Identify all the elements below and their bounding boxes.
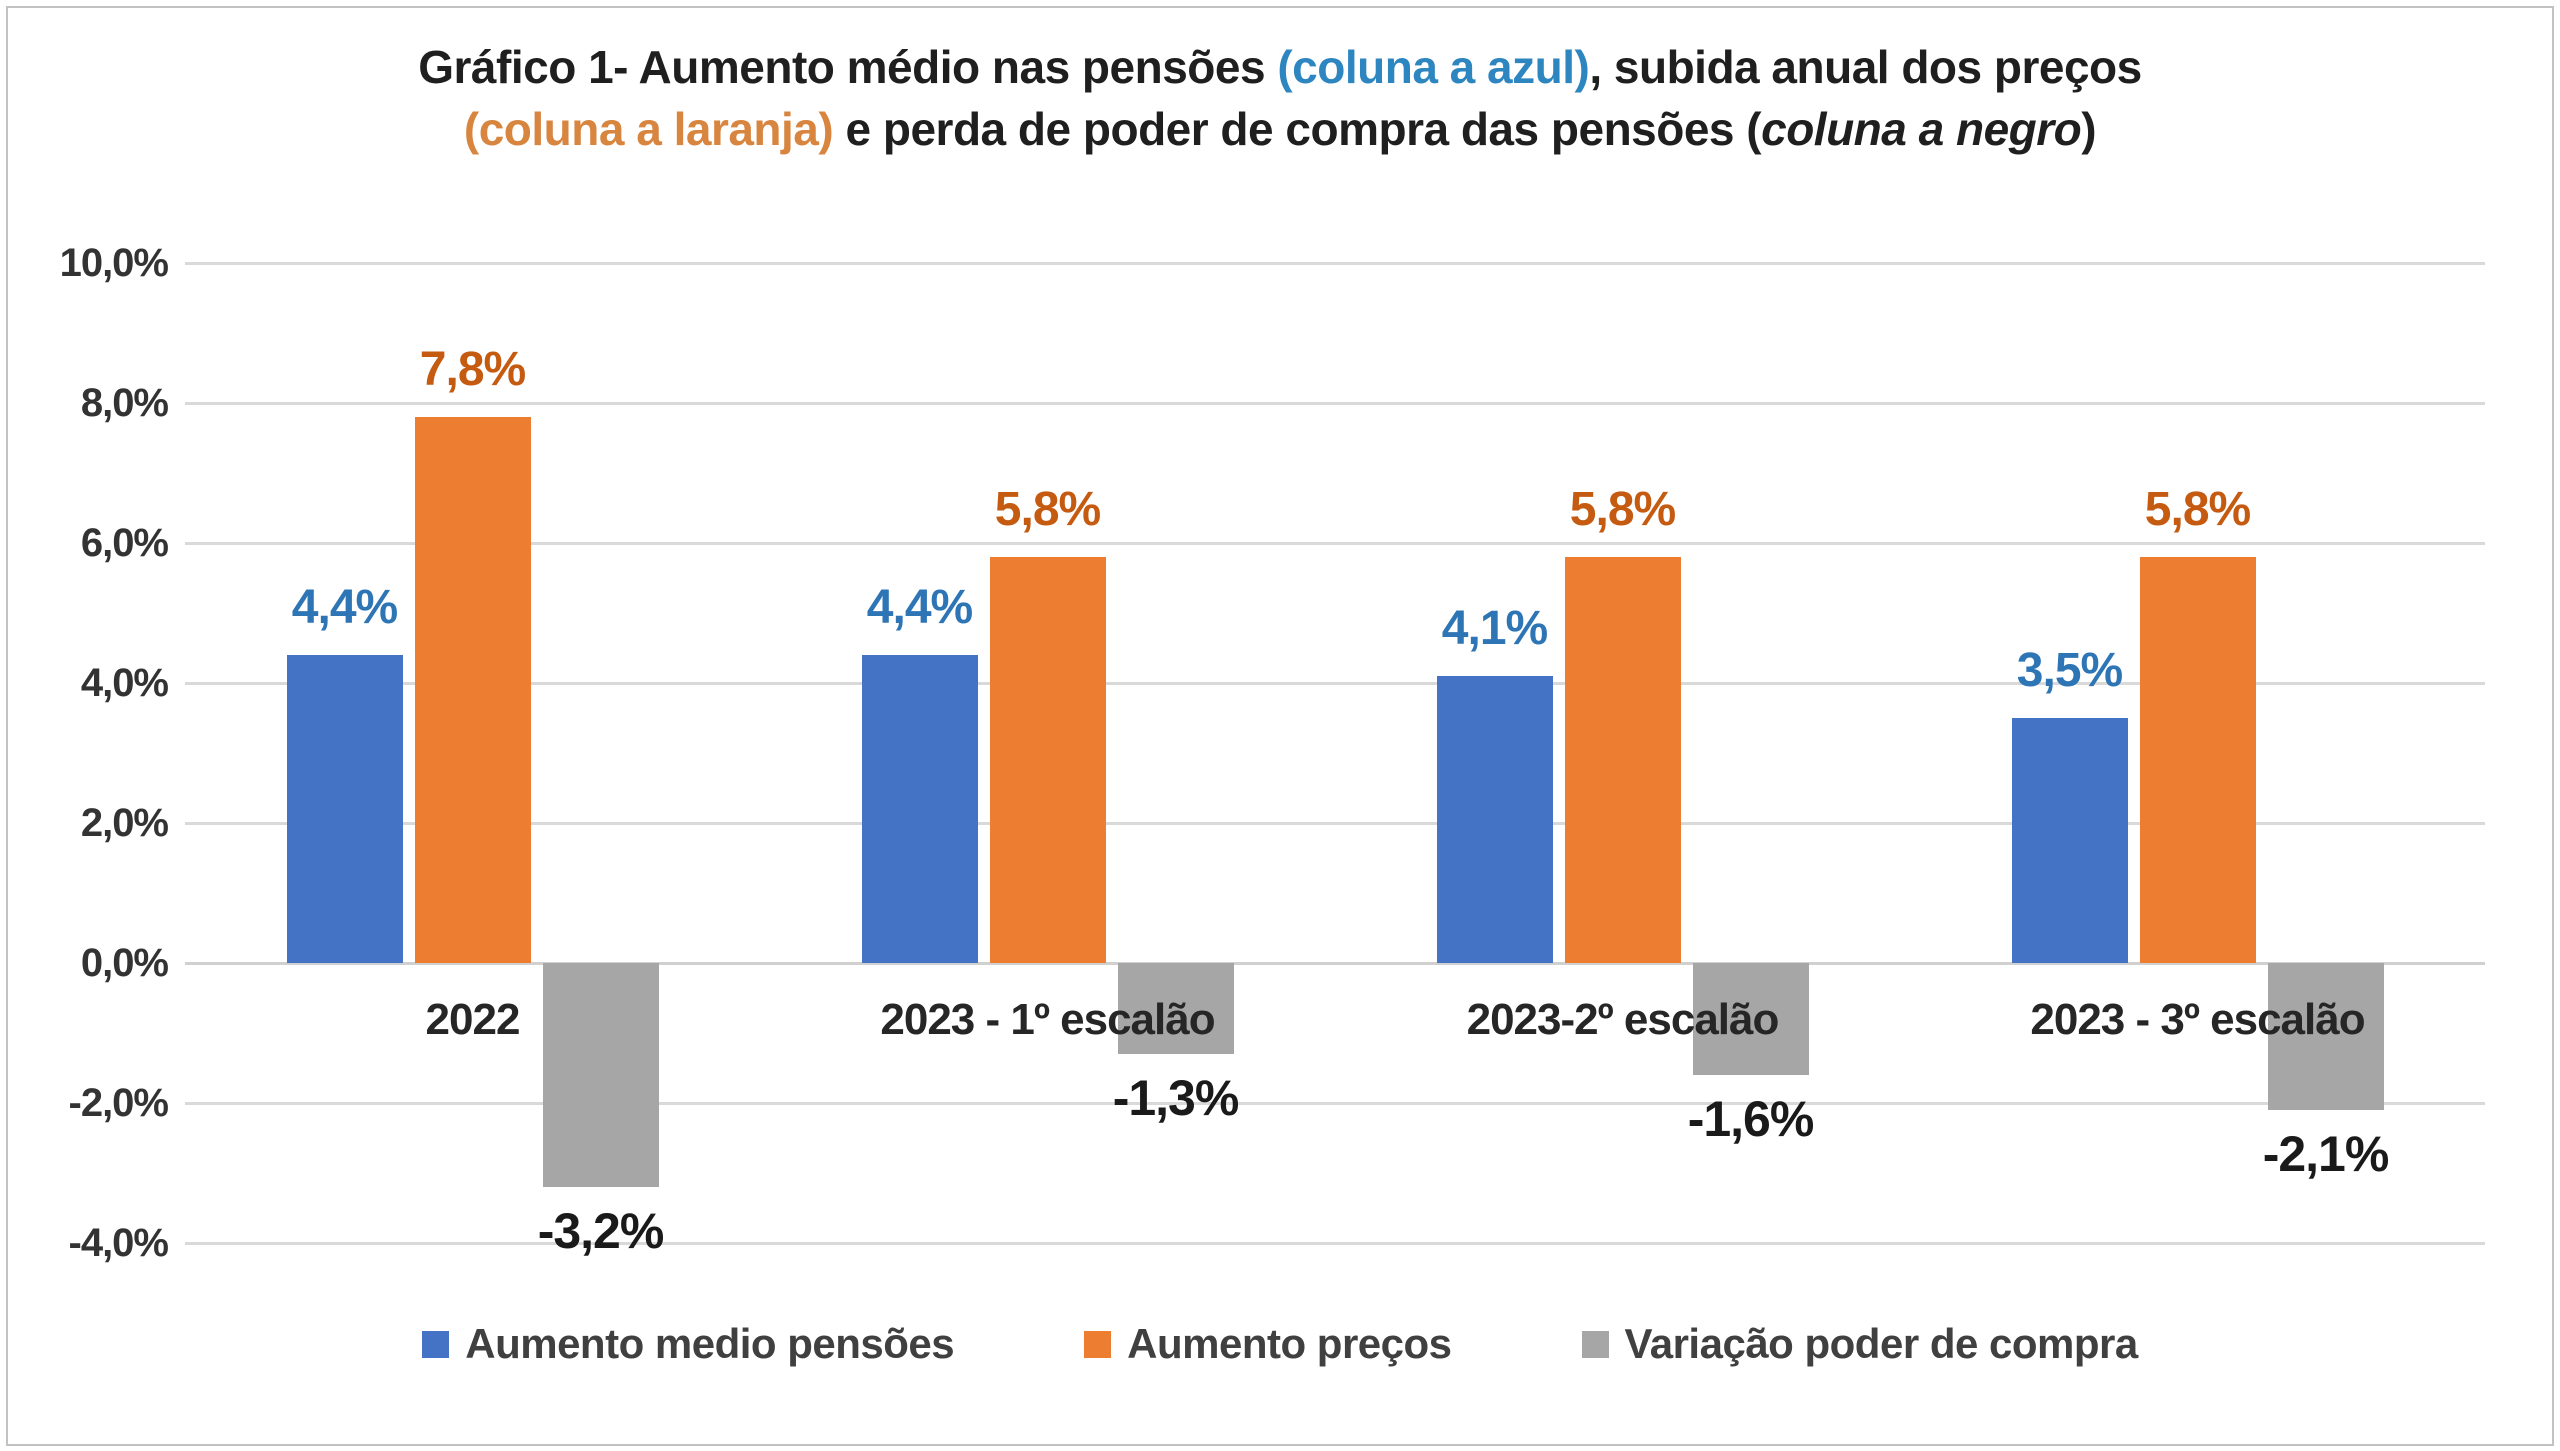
bar	[2267, 963, 2384, 1110]
bar	[542, 963, 659, 1187]
bar-value-label: 5,8%	[2144, 482, 2251, 536]
title-segment: (coluna a azul)	[1277, 41, 1590, 93]
bar	[1436, 676, 1553, 963]
y-axis-label: 10,0%	[59, 241, 169, 285]
title-segment: (coluna a laranja)	[463, 103, 834, 155]
bar-value-label: 5,8%	[1569, 482, 1676, 536]
gridline	[185, 1101, 2485, 1105]
bar-value-label: -1,3%	[1112, 1070, 1240, 1126]
bar-value-label: 5,8%	[994, 482, 1101, 536]
gridline	[185, 261, 2485, 265]
bar-value-label: -2,1%	[2262, 1126, 2390, 1182]
gridline	[185, 401, 2485, 405]
chart-title-line-2: (coluna a laranja) e perda de poder de c…	[0, 98, 2560, 160]
legend-swatch	[422, 1330, 450, 1358]
gridline	[185, 961, 2485, 965]
bar-value-label: 3,5%	[2016, 643, 2123, 697]
bar	[989, 557, 1106, 963]
title-segment: )	[2081, 103, 2097, 155]
bar	[1692, 963, 1809, 1075]
y-axis-label: 4,0%	[80, 661, 169, 705]
gridline	[185, 541, 2485, 545]
category-label: 2023 - 3º escalão	[2030, 995, 2365, 1044]
category-label: 2023 - 1º escalão	[880, 995, 1215, 1044]
chart-title: Gráfico 1- Aumento médio nas pensões (co…	[0, 36, 2560, 160]
legend-swatch	[1084, 1330, 1112, 1358]
category-label: 2022	[425, 995, 521, 1044]
y-axis-label: -2,0%	[68, 1081, 170, 1125]
legend-label: Aumento preços	[1127, 1320, 1452, 1367]
plot-area: 4,4% 7,8% -3,2% 2022 4,4% 5,8% -1,3% 2023 - 1º …	[185, 261, 2485, 1257]
bar	[286, 655, 403, 963]
bar	[2139, 557, 2256, 963]
y-axis-label: 8,0%	[80, 381, 169, 425]
legend-label: Aumento medio pensões	[465, 1320, 955, 1367]
legend-swatch	[1581, 1330, 1609, 1358]
gridline	[185, 821, 2485, 825]
bar	[414, 417, 531, 963]
gridline	[185, 1241, 2485, 1245]
y-axis-label: -4,0%	[68, 1221, 170, 1265]
legend-label: Variação poder de compra	[1624, 1320, 2139, 1367]
y-axis-label: 2,0%	[80, 801, 169, 845]
category-label: 2023-2º escalão	[1466, 995, 1780, 1044]
y-axis-label: 0,0%	[80, 941, 169, 985]
bar-value-label: -3,2%	[537, 1203, 665, 1259]
title-segment: Gráfico 1- Aumento médio nas pensões	[418, 41, 1278, 93]
title-segment: , subida anual dos preços	[1589, 41, 2142, 93]
bar-value-label: 4,1%	[1441, 601, 1548, 655]
bar	[1564, 557, 1681, 963]
chart-legend: Aumento medio pensões Aumento preços Varia…	[0, 1320, 2560, 1368]
title-segment: coluna a negro	[1761, 103, 2082, 155]
legend-item: Aumento preços	[1084, 1320, 1452, 1368]
chart-title-line-1: Gráfico 1- Aumento médio nas pensões (co…	[0, 36, 2560, 98]
bar-value-label: 7,8%	[419, 342, 526, 396]
bar	[2011, 718, 2128, 963]
y-axis-label: 6,0%	[80, 521, 169, 565]
bar-value-label: 4,4%	[866, 580, 973, 634]
y-axis: 10,0% 8,0% 6,0% 4,0% 2,0% 0,0% -2,0% -4,0%	[0, 241, 170, 1265]
bar	[1117, 963, 1234, 1054]
legend-item: Aumento medio pensões	[422, 1320, 955, 1368]
bar	[861, 655, 978, 963]
title-segment: e perda de poder de compra das pensões (	[833, 103, 1762, 155]
bar-value-label: -1,6%	[1687, 1091, 1815, 1147]
legend-item: Variação poder de compra	[1581, 1320, 2139, 1368]
bar-value-label: 4,4%	[291, 580, 398, 634]
gridline	[185, 681, 2485, 685]
